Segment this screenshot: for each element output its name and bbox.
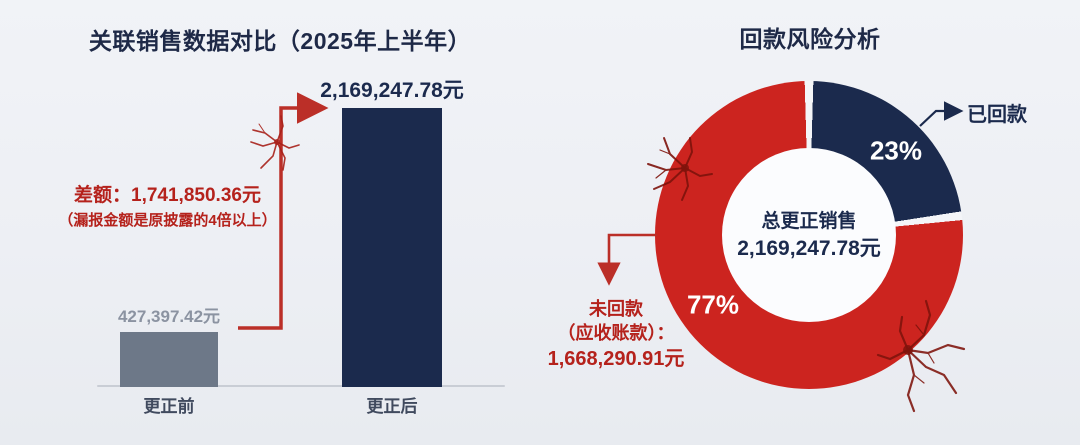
uncollected-percent: 77% [686, 289, 740, 320]
collected-callout-arrow [919, 101, 964, 127]
uncollected-line2: （应收账款）： [557, 323, 675, 344]
x-label-after: 更正后 [366, 397, 418, 416]
collected-percent: 23% [869, 135, 923, 166]
bar-chart-title: 关联销售数据对比（2025年上半年） [88, 28, 472, 54]
uncollected-line1: 未回款 [589, 299, 643, 319]
difference-arrow [238, 92, 329, 330]
bar-column-before: 427,397.42元 [117, 307, 221, 387]
crack-icon-donut-top [647, 137, 713, 201]
donut-chart-title: 回款风险分析 [739, 26, 881, 52]
difference-annotation: 差额：1,741,850.36元 （漏报金额是原披露的4倍以上） [30, 183, 305, 231]
crack-center [274, 139, 280, 145]
uncollected-callout-arrow [597, 233, 657, 286]
bar-after [342, 108, 442, 387]
donut-center: 总更正销售 2,169,247.78元 [722, 148, 896, 322]
uncollected-line3: 1,668,290.91元 [547, 347, 685, 370]
difference-note: （漏报金额是原披露的4倍以上） [58, 211, 277, 229]
bar-value-after: 2,169,247.78元 [320, 79, 464, 102]
uncollected-label: 未回款 （应收账款）： 1,668,290.91元 [510, 297, 722, 373]
x-label-before: 更正前 [143, 397, 195, 416]
crack-center [903, 345, 913, 355]
collected-label: 已回款 [967, 104, 1027, 126]
crack-icon-donut-bottom [876, 299, 966, 413]
bar-column-after: 2,169,247.78元 [320, 80, 464, 387]
crack-center [681, 164, 689, 172]
bar-value-before: 427,397.42元 [117, 307, 221, 326]
difference-amount: 差额：1,741,850.36元 [74, 185, 261, 206]
x-axis-line [97, 385, 505, 387]
donut-center-value: 2,169,247.78元 [737, 237, 881, 261]
bar-before [120, 332, 218, 387]
crack-icon-bar [250, 115, 300, 171]
donut-center-label: 总更正销售 [761, 210, 857, 232]
